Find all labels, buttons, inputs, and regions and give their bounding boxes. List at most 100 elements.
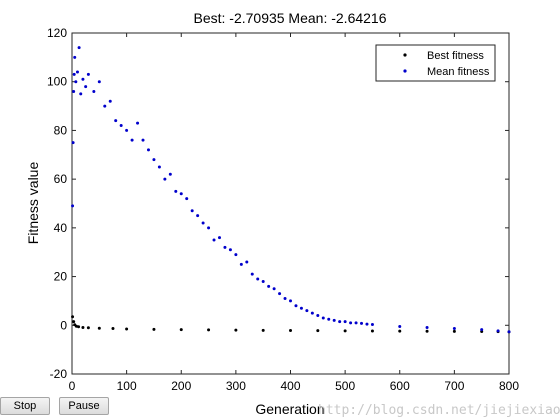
data-point: [365, 322, 369, 326]
data-point: [267, 284, 271, 288]
data-point: [77, 325, 81, 329]
data-point: [234, 253, 238, 257]
data-point: [163, 177, 167, 181]
x-tick-label: 200: [171, 379, 191, 393]
data-point: [81, 77, 85, 81]
x-tick-label: 800: [499, 379, 519, 393]
data-point: [507, 330, 511, 334]
data-point: [223, 245, 227, 249]
data-point: [71, 141, 75, 145]
series-layer: [71, 46, 511, 334]
data-point: [190, 209, 194, 213]
data-point: [72, 320, 76, 324]
y-tick-label: 120: [47, 26, 67, 40]
data-point: [179, 192, 183, 196]
x-tick-label: 600: [390, 379, 410, 393]
y-tick-label: 100: [47, 75, 67, 89]
data-point: [84, 85, 88, 89]
data-point: [316, 329, 320, 333]
pause-button[interactable]: Pause: [59, 397, 109, 415]
data-point: [239, 262, 243, 266]
data-point: [141, 138, 145, 142]
data-point: [305, 309, 309, 313]
y-tick-label: 0: [60, 318, 67, 332]
data-point: [349, 321, 353, 325]
y-tick-label: 40: [54, 221, 68, 235]
data-point: [338, 320, 342, 324]
data-point: [452, 329, 456, 333]
data-point: [343, 329, 347, 333]
data-point: [111, 326, 115, 330]
data-point: [261, 279, 265, 283]
data-point: [86, 72, 90, 76]
data-point: [370, 329, 374, 333]
data-point: [496, 329, 500, 333]
x-tick-label: 700: [444, 379, 464, 393]
data-point: [71, 204, 75, 208]
x-tick-label: 500: [335, 379, 355, 393]
legend-box: [375, 44, 496, 82]
legend: Best fitness Mean fitness: [375, 44, 496, 82]
data-point: [125, 327, 129, 331]
y-tick-label: 80: [54, 123, 68, 137]
data-point: [146, 148, 150, 152]
legend-marker-mean: [403, 69, 407, 73]
plot-area: [71, 32, 510, 375]
x-tick-label: 400: [280, 379, 300, 393]
data-point: [125, 128, 129, 132]
data-point: [370, 323, 374, 327]
data-point: [228, 248, 232, 252]
data-point: [425, 325, 429, 329]
data-point: [136, 121, 140, 125]
data-point: [207, 226, 211, 230]
legend-marker-best: [403, 53, 407, 57]
chart-title: Best: -2.70935 Mean: -2.64216: [193, 10, 386, 26]
data-point: [168, 172, 172, 176]
watermark-text: http://blog.csdn.net/jiejiexiao: [318, 403, 560, 418]
data-point: [250, 272, 254, 276]
y-tick-label: 20: [54, 270, 68, 284]
data-point: [77, 46, 81, 50]
data-point: [354, 321, 358, 325]
data-point: [289, 299, 292, 303]
data-point: [201, 221, 205, 225]
data-point: [72, 72, 76, 76]
data-point: [398, 325, 402, 329]
y-tick-label: 60: [54, 172, 68, 186]
data-point: [294, 304, 298, 308]
x-tick-label: 300: [226, 379, 246, 393]
data-point: [152, 158, 156, 162]
data-point: [316, 314, 320, 318]
stop-button[interactable]: Stop: [0, 397, 50, 415]
data-point: [452, 326, 456, 330]
data-point: [103, 104, 107, 108]
data-point: [119, 124, 123, 128]
data-point: [207, 328, 211, 332]
data-point: [332, 318, 336, 322]
data-point: [398, 329, 402, 333]
data-point: [130, 138, 134, 142]
data-point: [75, 70, 79, 74]
data-point: [179, 328, 183, 332]
series-mean-fitness: [71, 46, 511, 334]
data-point: [360, 321, 364, 325]
series-best-fitness: [71, 315, 511, 334]
y-tick-label: -20: [50, 367, 68, 381]
data-point: [108, 99, 112, 103]
data-point: [278, 292, 282, 296]
data-point: [480, 328, 484, 332]
data-point: [289, 329, 292, 333]
data-point: [73, 55, 77, 59]
data-point: [212, 238, 216, 242]
data-point: [343, 320, 347, 324]
legend-label-mean: Mean fitness: [427, 66, 490, 78]
data-point: [256, 277, 260, 281]
x-axis-label: Generation: [255, 401, 324, 417]
data-point: [283, 296, 287, 300]
data-point: [174, 189, 178, 193]
data-point: [157, 165, 161, 169]
x-tick-label: 100: [117, 379, 137, 393]
data-point: [72, 89, 76, 93]
data-point: [234, 328, 238, 332]
